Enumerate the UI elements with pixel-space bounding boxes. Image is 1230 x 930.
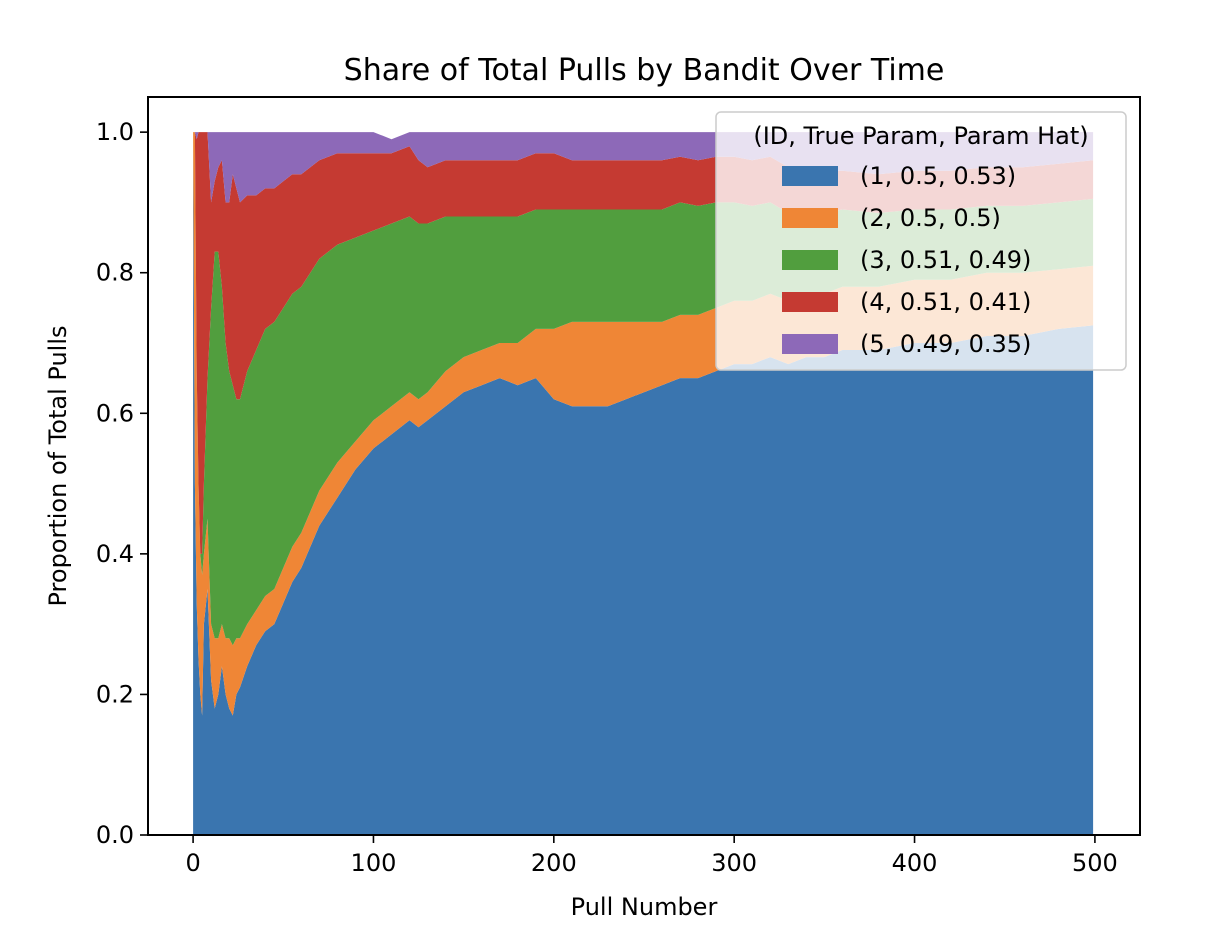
plot-frame xyxy=(147,96,1141,836)
x-tick-label: 500 xyxy=(1072,849,1118,877)
x-tick-label: 100 xyxy=(351,849,397,877)
area-series-2 xyxy=(193,132,1094,716)
legend-items: (1, 0.5, 0.53) (2, 0.5, 0.5) (3, 0.51, 0.4… xyxy=(782,162,1031,358)
legend-swatch-2 xyxy=(782,208,838,228)
y-axis: 0.0 0.2 0.4 0.6 0.8 1.0 xyxy=(96,118,148,849)
legend-swatch-4 xyxy=(782,292,838,312)
legend-label-3: (3, 0.51, 0.49) xyxy=(860,246,1031,274)
y-tick-label: 0.6 xyxy=(96,399,134,427)
legend-title: (ID, True Param, Param Hat) xyxy=(753,122,1088,150)
y-tick-label: 1.0 xyxy=(96,118,134,146)
legend-swatch-1 xyxy=(782,166,838,186)
legend-label-5: (5, 0.49, 0.35) xyxy=(860,330,1031,358)
y-axis-label: Proportion of Total Pulls xyxy=(44,325,72,606)
legend-label-4: (4, 0.51, 0.41) xyxy=(860,288,1031,316)
y-tick-label: 0.8 xyxy=(96,259,134,287)
x-tick-label: 400 xyxy=(892,849,938,877)
legend: (ID, True Param, Param Hat) (1, 0.5, 0.5… xyxy=(715,111,1127,371)
legend-label-2: (2, 0.5, 0.5) xyxy=(860,204,1001,232)
y-tick-label: 0.2 xyxy=(96,680,134,708)
legend-swatch-3 xyxy=(782,250,838,270)
x-tick-label: 200 xyxy=(531,849,577,877)
area-series-1 xyxy=(193,132,1094,836)
x-tick-label: 300 xyxy=(711,849,757,877)
y-tick-label: 0.4 xyxy=(96,540,134,568)
y-tick-label: 0.0 xyxy=(96,821,134,849)
legend-swatch-5 xyxy=(782,334,838,354)
x-axis: 0 100 200 300 400 500 xyxy=(185,835,1118,877)
legend-label-1: (1, 0.5, 0.53) xyxy=(860,162,1016,190)
x-tick-label: 0 xyxy=(185,849,200,877)
x-axis-label: Pull Number xyxy=(571,893,718,921)
chart-title: Share of Total Pulls by Bandit Over Time xyxy=(344,53,945,88)
